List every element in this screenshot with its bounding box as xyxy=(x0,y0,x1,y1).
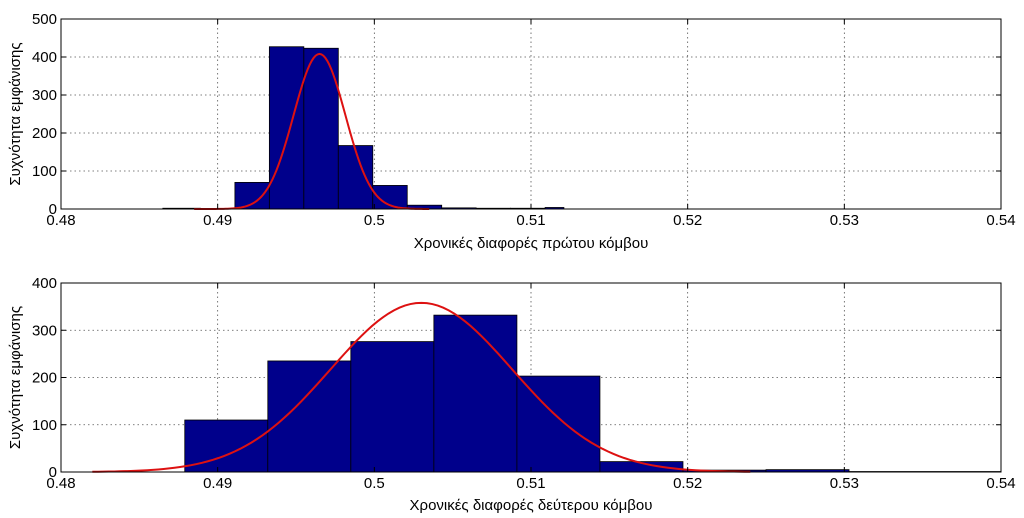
x-tick-label: 0.5 xyxy=(364,212,385,229)
x-tick-label: 0.49 xyxy=(203,212,232,229)
fit-curve xyxy=(92,301,751,473)
plot-2: 0.48 0.49 0.5 0.51 0.52 0.53 0.54 0 100 200 300 400… xyxy=(7,275,1016,514)
y-tick-label: 0 xyxy=(49,201,57,218)
x-axis-label: Χρονικές διαφορές πρώτου κόμβου xyxy=(414,235,649,252)
x-tick-label: 0.53 xyxy=(830,475,859,492)
x-tick-label: 0.52 xyxy=(673,475,702,492)
x-tick-label: 0.48 xyxy=(46,212,75,229)
x-tick-label: 0.52 xyxy=(673,212,702,229)
fit-curve xyxy=(194,52,430,210)
x-tick-label: 0.51 xyxy=(516,212,545,229)
y-tick-label: 400 xyxy=(32,275,57,292)
histogram-bar xyxy=(433,314,518,473)
x-tick-label: 0.54 xyxy=(986,212,1015,229)
y-tick-label: 100 xyxy=(32,163,57,180)
y-tick-label: 300 xyxy=(32,322,57,339)
y-axis-label: Συχνότητα εμφάνισης xyxy=(7,306,24,449)
y-tick-label: 0 xyxy=(49,464,57,481)
histogram-bar xyxy=(337,145,374,210)
histogram-bar xyxy=(516,375,601,473)
y-tick-label: 400 xyxy=(32,49,57,66)
x-tick-label: 0.53 xyxy=(830,212,859,229)
y-tick-label: 200 xyxy=(32,370,57,387)
y-tick-label: 300 xyxy=(32,87,57,104)
x-tick-label: 0.49 xyxy=(203,475,232,492)
y-tick-label: 200 xyxy=(32,125,57,142)
y-tick-label: 500 xyxy=(32,11,57,28)
y-axis-label: Συχνότητα εμφάνισης xyxy=(7,42,24,185)
histogram-bar xyxy=(234,181,270,210)
x-tick-label: 0.5 xyxy=(364,475,385,492)
histogram-bar xyxy=(268,46,305,210)
x-tick-label: 0.51 xyxy=(516,475,545,492)
histogram-bar xyxy=(267,360,352,473)
histogram-bar xyxy=(350,341,435,473)
x-tick-label: 0.48 xyxy=(46,475,75,492)
x-tick-label: 0.54 xyxy=(986,475,1015,492)
y-tick-label: 100 xyxy=(32,417,57,434)
plot-1: 0.48 0.49 0.5 0.51 0.52 0.53 0.54 0 100 200 300 400… xyxy=(7,11,1016,252)
x-axis-label: Χρονικές διαφορές δεύτερου κόμβου xyxy=(410,497,653,514)
